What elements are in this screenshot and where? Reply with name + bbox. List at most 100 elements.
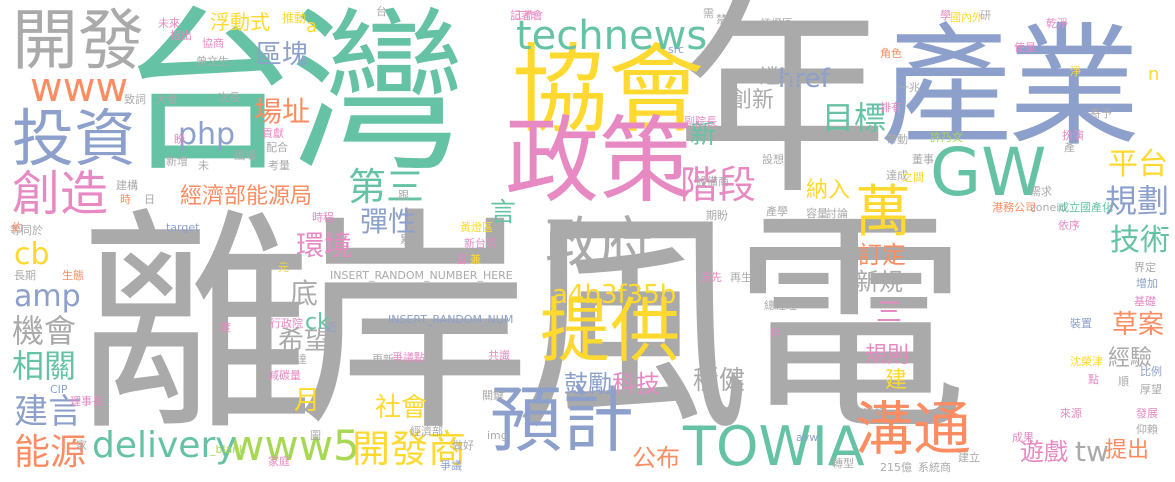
word: 成立國產化 — [1058, 201, 1113, 214]
word: 副院長 — [684, 115, 717, 128]
word: 設備商 — [696, 175, 729, 188]
word: 度 — [220, 321, 231, 334]
word: 元 — [278, 261, 289, 274]
word: 比例 — [1140, 365, 1162, 378]
word: 依序 — [1058, 219, 1080, 232]
word: 基礎 — [1134, 295, 1156, 308]
word: 總經理 — [764, 299, 797, 312]
word: 台 — [376, 5, 387, 18]
word: 風場 — [234, 149, 256, 162]
word: 國內外 — [950, 11, 983, 24]
word: 盼 — [174, 133, 185, 146]
word: 指出 — [170, 29, 192, 42]
word: 推動 — [282, 11, 307, 25]
word: 考量 — [268, 159, 290, 172]
word: 溝通 — [855, 395, 972, 463]
word: 裝置 — [1070, 317, 1092, 330]
word: 行政院 — [270, 317, 303, 330]
word: 共識 — [488, 349, 510, 362]
word: 場址 — [254, 95, 311, 128]
word: 再生 — [730, 271, 752, 284]
word: 達 — [296, 353, 307, 366]
word: 學 — [940, 9, 951, 22]
word: 延長到 — [762, 129, 795, 142]
word: 淨 — [1070, 65, 1081, 78]
word: 建 — [885, 368, 908, 393]
word: tw — [1075, 435, 1109, 468]
word: 提出 — [1105, 438, 1150, 463]
word: img — [487, 429, 508, 442]
word: 區塊 — [256, 40, 309, 70]
word: 點 — [1088, 373, 1099, 386]
word: 減碳量 — [268, 369, 301, 382]
word: 設想 — [762, 153, 784, 166]
word: 一兆 — [898, 81, 920, 94]
word: 做好 — [452, 439, 474, 452]
word: 產業 — [880, 11, 1140, 165]
word: 家 — [76, 439, 87, 452]
word: zoneid — [1030, 201, 1067, 214]
word: 之間 — [902, 171, 924, 184]
word: 遊戲 — [1020, 438, 1068, 466]
word: target — [166, 221, 200, 234]
word: 公布 — [632, 444, 680, 472]
word: 排有 — [880, 101, 902, 114]
word: 台灣 — [120, 0, 466, 196]
word: 相關 — [12, 347, 77, 385]
word: 協會 — [512, 34, 704, 146]
word: www5 — [230, 421, 360, 470]
word: 次長 — [218, 91, 240, 104]
word: 鼓勵 — [564, 370, 612, 398]
word: 底 — [290, 277, 319, 310]
word: 生態 — [62, 269, 84, 282]
word: 穩健 — [693, 366, 746, 396]
word: 近 — [326, 321, 337, 334]
word: CIP — [50, 383, 68, 396]
word: href — [778, 64, 830, 94]
word: 建構 — [116, 179, 138, 192]
word: 研 — [980, 9, 991, 22]
word: 貢獻 — [262, 127, 284, 140]
word: 建立 — [958, 451, 980, 464]
word: 提供 — [540, 290, 680, 372]
word: 新規 — [855, 268, 903, 296]
word: 希望 — [278, 326, 331, 356]
word: 增加 — [1136, 277, 1158, 290]
word: 順 — [1118, 375, 1129, 388]
word: 黃燈區 — [460, 221, 493, 234]
word: 音 — [456, 253, 467, 266]
word: 產 — [1064, 141, 1075, 154]
word: src — [668, 43, 685, 56]
word: 系統商 — [918, 461, 951, 474]
word: 成果 — [1012, 431, 1034, 444]
word: 約 — [12, 221, 23, 234]
word: 目標 — [822, 99, 887, 137]
word: 更新 — [372, 353, 394, 366]
word: 新 — [690, 120, 717, 150]
word: INSERT_RANDOM_NUM — [388, 313, 514, 326]
word: 期盼 — [706, 209, 728, 222]
word: 厚望 — [1140, 383, 1162, 396]
word: 機會 — [12, 312, 77, 350]
word: avw — [796, 431, 819, 444]
word: 日 — [144, 193, 155, 206]
word: 離岸風電 — [78, 188, 968, 463]
word: 規劃 — [1105, 182, 1170, 220]
word: 能源 — [14, 432, 87, 473]
word: 討論 — [826, 207, 848, 220]
word: cb — [14, 237, 50, 272]
word: 215億 — [880, 461, 912, 474]
word: 需求 — [1030, 185, 1052, 198]
word: 董事 — [912, 153, 934, 166]
word: _blank — [210, 443, 246, 456]
word: 需 — [703, 7, 714, 20]
word: 兼 — [470, 253, 481, 266]
word: a4b3f35b — [552, 280, 677, 310]
word: 原先 — [700, 271, 722, 284]
word: 轉型 — [832, 457, 854, 470]
word: 經驗 — [1108, 346, 1153, 371]
word: 界定 — [1134, 261, 1156, 274]
word: 開發 — [12, 2, 144, 79]
word: 乾淨 — [1046, 17, 1068, 30]
word: 三 — [876, 298, 903, 328]
